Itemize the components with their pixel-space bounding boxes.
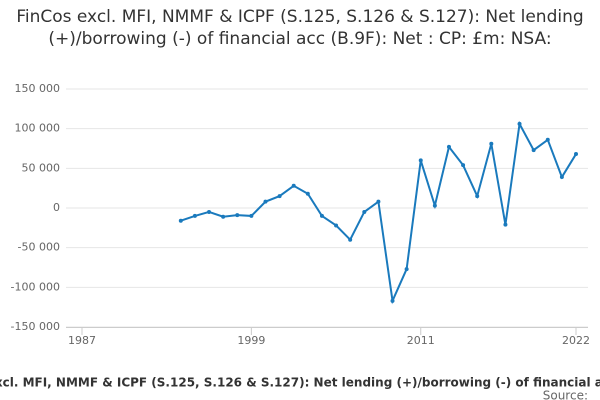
point [475, 194, 480, 199]
point [277, 194, 282, 199]
x-tick-label: 1987 [68, 334, 96, 347]
x-tick-label: 2022 [562, 334, 590, 347]
point [574, 152, 578, 157]
point [192, 213, 197, 218]
line [180, 120, 577, 305]
point [489, 141, 494, 146]
point [376, 199, 381, 204]
point [418, 158, 423, 163]
point [404, 267, 409, 272]
point [221, 214, 226, 219]
point [348, 237, 353, 242]
point [334, 223, 339, 228]
point [446, 144, 451, 149]
point [263, 199, 268, 204]
point [461, 163, 466, 168]
x-tick-label: 2011 [407, 334, 435, 347]
point [235, 213, 240, 218]
point [207, 209, 212, 214]
point [517, 121, 522, 126]
x-tick-label: 1999 [237, 334, 265, 347]
point [503, 222, 508, 227]
point [319, 213, 324, 218]
point [531, 148, 536, 153]
point [390, 298, 395, 303]
y-tick-label: 0 [53, 201, 60, 214]
chart-title: FinCos excl. MFI, NMMF & ICPF (S.125, S.… [16, 7, 584, 49]
y-tick-label: 50 000 [22, 161, 61, 174]
y-tick-label: 150 000 [15, 82, 61, 95]
point [249, 213, 254, 218]
point [559, 175, 564, 180]
y-tick-label: 100 000 [15, 122, 61, 135]
point [291, 183, 296, 188]
point [432, 203, 437, 208]
point [545, 137, 550, 142]
x-axis-label: FinCos excl. MFI, NMMF & ICPF (S.125, S.… [0, 376, 600, 390]
point [305, 191, 310, 196]
source: Source: [543, 389, 588, 400]
y-tick-label: -150 000 [11, 320, 60, 333]
point [178, 218, 183, 223]
y-tick-label: -50 000 [18, 241, 60, 254]
point [362, 209, 367, 214]
y-tick-label: -100 000 [11, 280, 60, 293]
